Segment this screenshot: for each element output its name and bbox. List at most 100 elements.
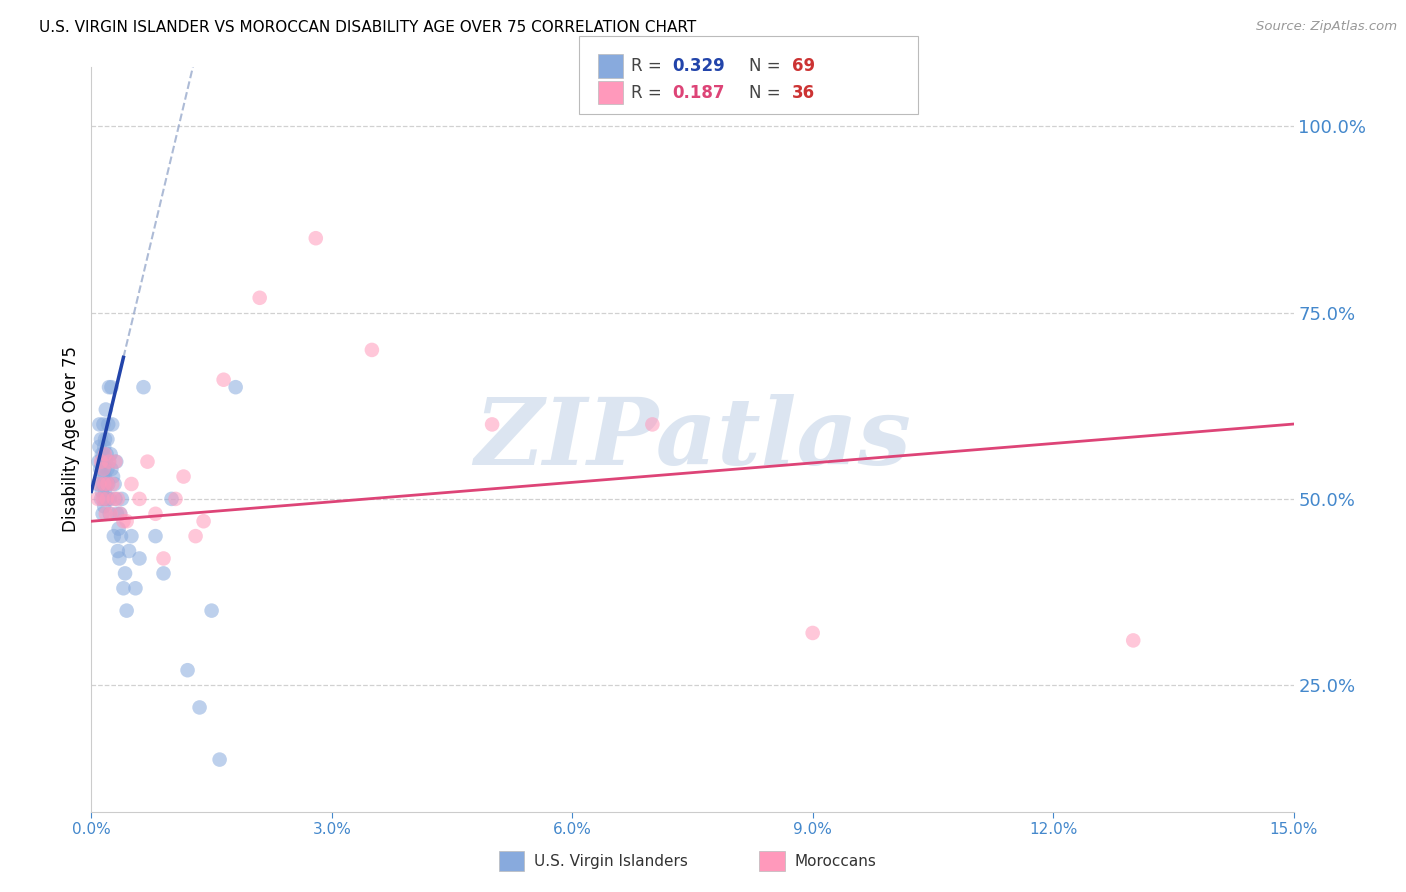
Point	[98, 491, 121, 506]
Point	[160, 491, 183, 506]
Text: U.S. VIRGIN ISLANDER VS MOROCCAN DISABILITY AGE OVER 75 CORRELATION CHART: U.S. VIRGIN ISLANDER VS MOROCCAN DISABIL…	[39, 20, 696, 35]
Point	[208, 753, 231, 767]
Text: ZIPatlas: ZIPatlas	[474, 394, 911, 484]
Point	[96, 462, 118, 476]
Point	[93, 440, 115, 454]
Text: Moroccans: Moroccans	[794, 855, 876, 869]
Point	[100, 380, 122, 394]
Point	[96, 477, 118, 491]
Text: R =: R =	[631, 57, 662, 75]
Point	[104, 491, 127, 506]
Point	[90, 447, 112, 461]
Point	[98, 455, 121, 469]
Point	[176, 663, 198, 677]
Point	[481, 417, 503, 432]
Point	[94, 484, 117, 499]
Point	[173, 469, 195, 483]
Point	[152, 566, 174, 581]
Point	[114, 566, 136, 581]
Point	[91, 477, 114, 491]
Y-axis label: Disability Age Over 75: Disability Age Over 75	[62, 346, 80, 533]
Point	[89, 440, 111, 454]
Point	[249, 291, 271, 305]
Point	[93, 462, 115, 476]
Text: N =: N =	[749, 84, 780, 102]
Point	[87, 455, 110, 469]
Point	[136, 455, 159, 469]
Point	[87, 491, 110, 506]
Text: N =: N =	[749, 57, 780, 75]
Point	[93, 477, 115, 491]
Point	[107, 544, 129, 558]
Point	[91, 507, 114, 521]
Point	[100, 462, 122, 476]
Point	[115, 604, 138, 618]
Text: R =: R =	[631, 84, 662, 102]
Point	[89, 477, 111, 491]
Point	[93, 491, 115, 506]
Point	[89, 462, 111, 476]
Point	[94, 469, 117, 483]
Point	[93, 417, 115, 432]
Point	[111, 491, 134, 506]
Point	[105, 507, 128, 521]
Text: 0.187: 0.187	[672, 84, 724, 102]
Point	[90, 484, 112, 499]
Point	[90, 491, 112, 506]
Point	[93, 477, 115, 491]
Point	[121, 529, 143, 543]
Point	[101, 469, 124, 483]
Point	[96, 447, 118, 461]
Point	[193, 514, 215, 528]
Point	[110, 507, 132, 521]
Point	[96, 491, 118, 506]
Point	[165, 491, 187, 506]
Point	[107, 491, 129, 506]
Point	[101, 477, 124, 491]
Point	[94, 402, 117, 417]
Point	[104, 455, 127, 469]
Point	[100, 507, 122, 521]
Point	[98, 380, 121, 394]
Point	[90, 433, 112, 447]
Point	[105, 455, 128, 469]
Point	[90, 455, 112, 469]
Point	[103, 529, 125, 543]
Point	[94, 447, 117, 461]
Point	[101, 417, 124, 432]
Point	[121, 477, 143, 491]
Point	[360, 343, 382, 357]
Point	[93, 500, 115, 514]
Point	[112, 514, 135, 528]
Point	[96, 477, 118, 491]
Point	[93, 447, 115, 461]
Point	[94, 455, 117, 469]
Point	[112, 582, 135, 596]
Point	[305, 231, 328, 245]
Point	[115, 514, 138, 528]
Point	[124, 582, 146, 596]
Point	[94, 491, 117, 506]
Point	[100, 447, 122, 461]
Point	[118, 544, 141, 558]
Point	[87, 477, 110, 491]
Point	[212, 373, 235, 387]
Point	[91, 455, 114, 469]
Point	[98, 455, 121, 469]
Point	[145, 507, 167, 521]
Point	[94, 507, 117, 521]
Point	[97, 417, 120, 432]
Point	[145, 529, 167, 543]
Text: 69: 69	[792, 57, 814, 75]
Point	[107, 522, 129, 536]
Point	[110, 507, 132, 521]
Point	[93, 462, 115, 476]
Point	[89, 417, 111, 432]
Point	[104, 477, 127, 491]
Point	[96, 491, 118, 506]
Point	[91, 491, 114, 506]
Point	[93, 469, 115, 483]
Point	[128, 491, 150, 506]
Point	[96, 433, 118, 447]
Point	[1122, 633, 1144, 648]
